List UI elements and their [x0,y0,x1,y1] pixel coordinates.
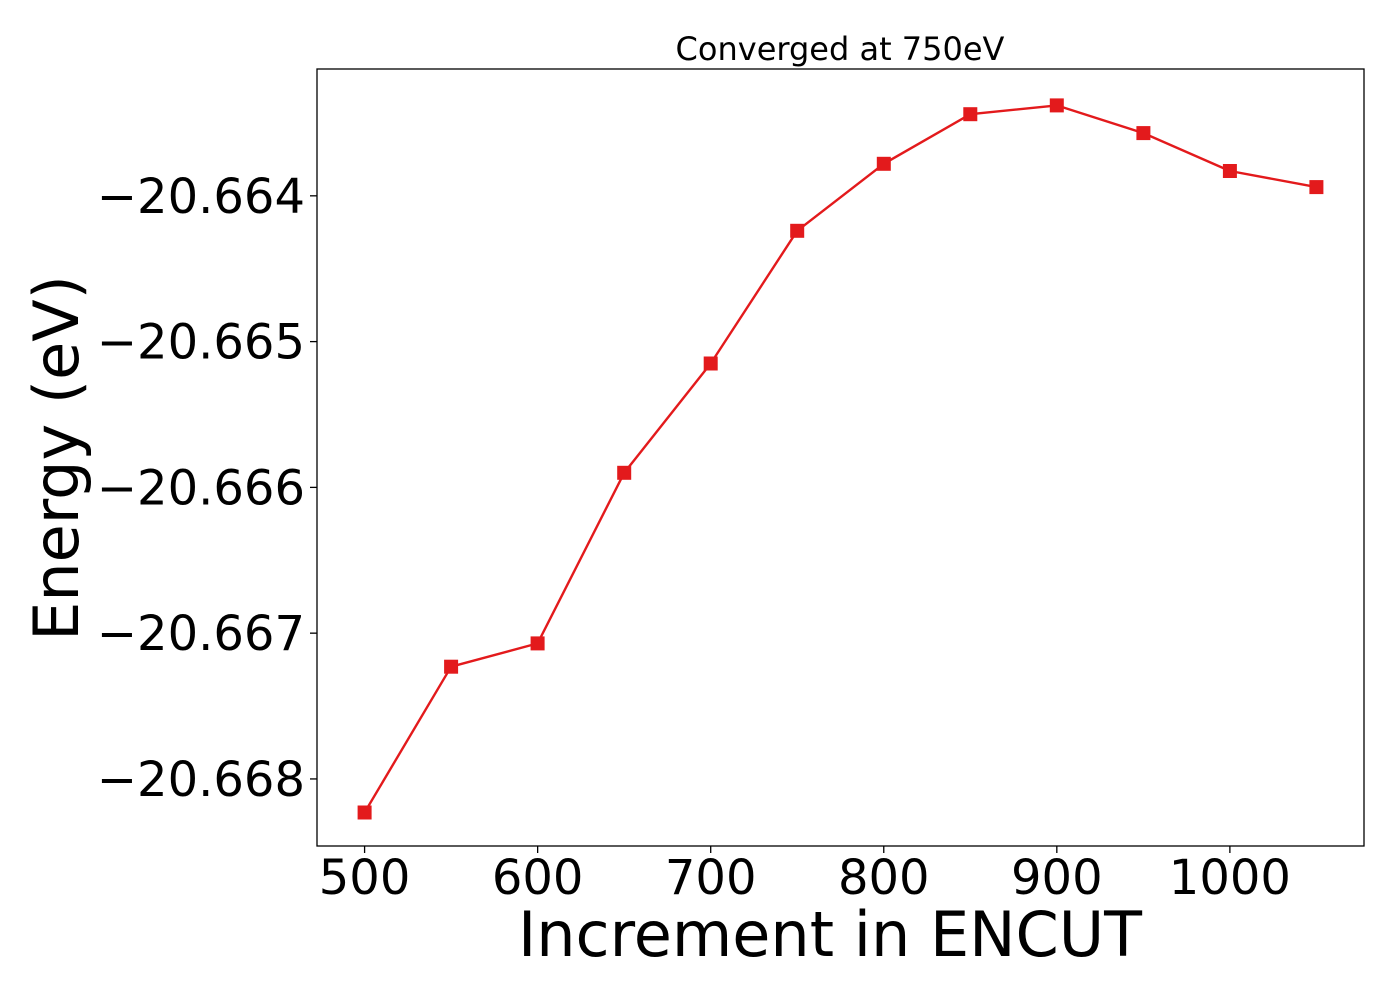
y-axis-label: Energy (eV) [20,275,93,641]
data-point-marker [617,465,632,480]
x-tick-label: 900 [1011,850,1103,906]
data-point-marker [530,636,545,651]
data-point-marker [444,659,459,674]
y-tick-label: −20.666 [97,460,305,516]
y-tick-label: −20.667 [97,606,305,662]
data-point-marker [1309,180,1324,195]
x-tick-label: 800 [838,850,930,906]
x-axis-label: Increment in ENCUT [518,898,1143,971]
data-point-marker [703,356,718,371]
y-tick-label: −20.664 [97,169,305,225]
data-point-marker [1049,98,1064,113]
y-axis-ticks: −20.668 −20.667 −20.666 −20.665 −20.664 [97,169,317,808]
x-tick-label: 500 [319,850,411,906]
x-tick-label: 1000 [1169,850,1291,906]
data-point-marker [876,156,891,171]
x-tick-label: 700 [665,850,757,906]
data-point-marker [1136,126,1151,141]
y-tick-label: −20.668 [97,752,305,808]
chart-title: Converged at 750eV [676,30,1005,68]
data-point-marker [357,805,372,820]
data-point-marker [963,107,978,122]
x-axis-ticks: 500 600 700 800 900 1000 [319,846,1291,906]
x-tick-label: 600 [492,850,584,906]
data-series [357,98,1324,820]
plot-frame [316,68,1365,847]
data-point-marker [1222,164,1237,178]
data-point-marker [790,223,805,238]
series-line [363,104,1317,814]
y-tick-label: −20.665 [97,315,305,371]
